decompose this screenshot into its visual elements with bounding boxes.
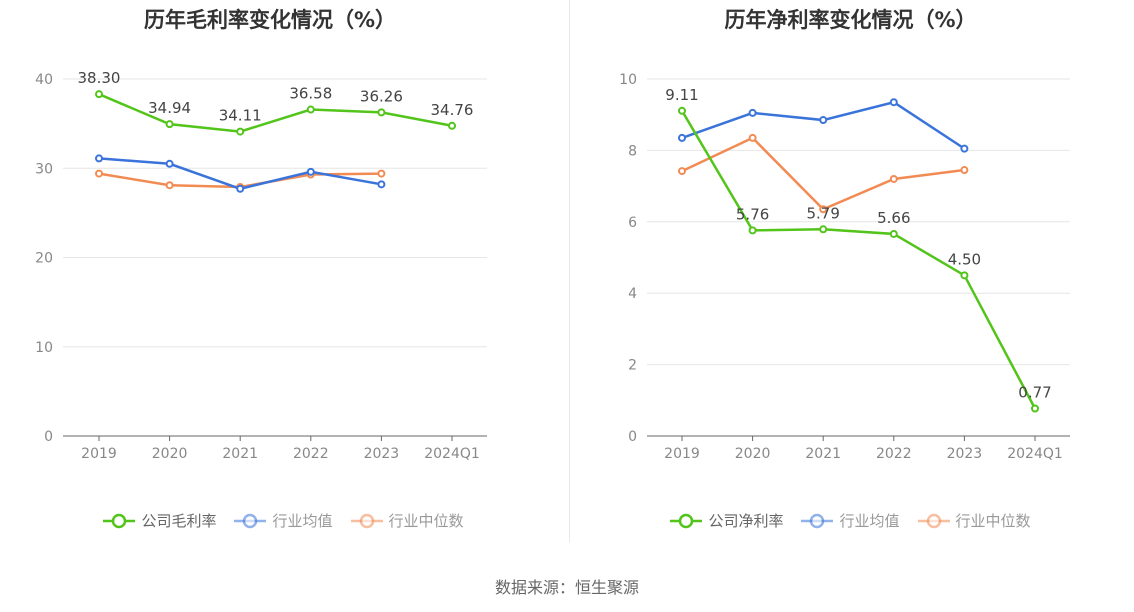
x-tick-label: 2023 [364, 446, 400, 462]
data-point [306, 167, 315, 176]
gross-margin-panel: 历年毛利率变化情况（%） 0 10 20 30 40 2019 2020 2021 2022 20… [0, 8, 567, 531]
data-point [889, 229, 898, 238]
data-point [889, 98, 898, 107]
data-point [95, 154, 103, 163]
y-tick-label: 6 [628, 215, 637, 231]
series-line [98, 93, 453, 133]
data-point [748, 226, 757, 235]
data-point [236, 127, 245, 136]
legend-item[interactable]: 公司净利率 [670, 510, 783, 531]
legend-item[interactable]: 行业均值 [801, 510, 900, 531]
legend-swatch-icon [801, 513, 834, 528]
y-tick-label: 10 [35, 340, 53, 356]
data-point [377, 180, 386, 189]
legend-label: 行业均值 [272, 512, 333, 530]
data-label: 36.58 [289, 85, 332, 103]
x-tick-label: 2019 [664, 446, 700, 462]
legend-label: 公司毛利率 [141, 512, 217, 530]
y-tick-label: 40 [35, 72, 53, 88]
x-tick-label: 2022 [876, 446, 912, 462]
y-tick-label: 8 [628, 143, 637, 159]
x-tick-label: 2024Q1 [1007, 446, 1063, 462]
data-label: 34.76 [431, 101, 474, 119]
x-tick-label: 2022 [293, 446, 329, 462]
x-tick-label: 2019 [81, 446, 117, 462]
legend-label: 行业中位数 [388, 512, 464, 530]
net-margin-chart: 0 2 4 6 8 10 2019 2020 2021 2022 2023 2024Q1 9.11 5.7… [619, 72, 1070, 462]
legend-item[interactable]: 行业中位数 [917, 510, 1031, 531]
data-label: 5.79 [806, 204, 839, 222]
y-tick-label: 30 [35, 161, 53, 177]
series-line [680, 110, 1037, 410]
data-source: 数据来源：恒生聚源 [494, 578, 639, 597]
y-tick-label: 4 [628, 286, 637, 302]
chart-legend: 公司净利率 行业均值 行业中位数 [567, 510, 1134, 531]
legend-label: 行业中位数 [955, 512, 1031, 530]
gross-margin-chart: 0 10 20 30 40 2019 2020 2021 2022 2023 2024Q1 38.30… [35, 69, 487, 462]
data-point [165, 181, 174, 190]
data-point [819, 225, 828, 234]
data-point [889, 174, 898, 183]
data-label: 4.50 [948, 250, 981, 268]
data-point [306, 105, 315, 114]
data-point [678, 106, 686, 115]
x-tick-label: 2024Q1 [424, 446, 480, 462]
data-label: 5.66 [877, 209, 910, 227]
legend-label: 行业均值 [839, 512, 900, 530]
chart-legend: 公司毛利率 行业均值 行业中位数 [0, 510, 567, 531]
x-tick-label: 2020 [735, 446, 771, 462]
data-point [819, 205, 828, 214]
data-point [448, 121, 456, 130]
series-line [681, 136, 965, 211]
data-label: 36.26 [360, 87, 403, 105]
legend-item[interactable]: 行业中位数 [350, 510, 464, 531]
data-label: 38.30 [78, 69, 121, 87]
data-label: 5.76 [736, 205, 769, 223]
data-point [678, 167, 686, 176]
y-tick-label: 2 [628, 358, 637, 374]
y-tick-label: 0 [628, 429, 637, 445]
data-point [678, 133, 686, 142]
data-point [165, 120, 174, 129]
x-tick-label: 2020 [152, 446, 188, 462]
legend-swatch-icon [350, 513, 383, 528]
y-tick-label: 10 [619, 72, 637, 88]
x-tick-label: 2021 [222, 446, 258, 462]
y-tick-label: 0 [44, 429, 53, 445]
data-point [95, 169, 103, 178]
data-point [819, 116, 828, 125]
panel-divider [569, 0, 570, 542]
chart-title: 历年毛利率变化情况（%） [143, 8, 397, 32]
data-point [236, 184, 245, 193]
data-point [960, 271, 969, 280]
data-point [95, 90, 103, 99]
legend-item[interactable]: 行业均值 [234, 510, 333, 531]
chart-title: 历年净利率变化情况（%） [724, 8, 977, 32]
x-tick-label: 2021 [805, 446, 841, 462]
data-label: 34.94 [148, 99, 191, 117]
data-label: 34.11 [219, 107, 262, 125]
legend-swatch-icon [234, 513, 267, 528]
net-margin-panel: 历年净利率变化情况（%） 0 2 4 6 8 10 2019 2020 2021 2022 2023… [567, 0, 1134, 612]
legend-swatch-icon [670, 513, 703, 528]
data-point [748, 108, 757, 117]
data-point [1031, 404, 1039, 413]
data-point [960, 166, 969, 175]
data-point [165, 159, 174, 168]
series-line [681, 100, 966, 150]
data-point [960, 144, 969, 153]
data-label: 0.77 [1018, 384, 1051, 402]
y-tick-label: 20 [35, 251, 53, 267]
x-tick-label: 2023 [947, 446, 983, 462]
legend-item[interactable]: 公司毛利率 [103, 510, 216, 531]
data-point [377, 169, 386, 178]
legend-label: 公司净利率 [708, 512, 784, 530]
data-point [377, 108, 386, 117]
legend-swatch-icon [103, 513, 136, 528]
data-label: 9.11 [665, 86, 698, 104]
legend-swatch-icon [917, 513, 950, 528]
data-point [748, 133, 757, 142]
